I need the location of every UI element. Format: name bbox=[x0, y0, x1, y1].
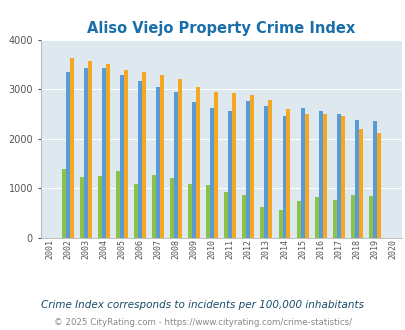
Bar bbox=[372, 121, 376, 238]
Text: © 2025 CityRating.com - https://www.cityrating.com/crime-statistics/: © 2025 CityRating.com - https://www.city… bbox=[54, 318, 351, 327]
Bar bbox=[264, 106, 268, 238]
Bar bbox=[296, 201, 300, 238]
Bar bbox=[134, 184, 138, 238]
Bar bbox=[106, 64, 109, 238]
Text: Crime Index corresponds to incidents per 100,000 inhabitants: Crime Index corresponds to incidents per… bbox=[41, 300, 364, 310]
Bar bbox=[250, 95, 254, 238]
Bar bbox=[62, 169, 66, 238]
Bar bbox=[228, 111, 232, 238]
Bar bbox=[83, 68, 87, 238]
Bar bbox=[268, 100, 272, 238]
Bar bbox=[70, 58, 73, 238]
Bar bbox=[178, 79, 181, 238]
Bar bbox=[350, 195, 354, 238]
Bar bbox=[242, 195, 246, 238]
Bar bbox=[354, 120, 358, 238]
Bar bbox=[66, 72, 70, 238]
Bar bbox=[358, 129, 362, 238]
Bar bbox=[170, 178, 174, 238]
Bar bbox=[214, 92, 217, 238]
Title: Aliso Viejo Property Crime Index: Aliso Viejo Property Crime Index bbox=[87, 21, 354, 36]
Bar bbox=[124, 70, 128, 238]
Bar bbox=[332, 200, 336, 238]
Bar bbox=[174, 92, 178, 238]
Bar bbox=[278, 210, 282, 238]
Bar bbox=[286, 109, 290, 238]
Bar bbox=[260, 207, 264, 238]
Bar bbox=[160, 75, 164, 238]
Bar bbox=[304, 115, 308, 238]
Bar bbox=[232, 93, 236, 238]
Bar bbox=[192, 102, 196, 238]
Bar bbox=[156, 87, 160, 238]
Bar bbox=[300, 108, 304, 238]
Bar bbox=[142, 72, 145, 238]
Bar bbox=[376, 133, 380, 238]
Bar bbox=[340, 116, 344, 238]
Bar bbox=[138, 81, 142, 238]
Bar bbox=[196, 87, 200, 238]
Bar bbox=[87, 61, 92, 238]
Bar bbox=[116, 171, 119, 238]
Bar bbox=[318, 112, 322, 238]
Bar bbox=[322, 115, 326, 238]
Bar bbox=[336, 115, 340, 238]
Bar bbox=[119, 75, 124, 238]
Bar bbox=[368, 196, 372, 238]
Bar bbox=[314, 197, 318, 238]
Bar bbox=[98, 176, 102, 238]
Bar bbox=[102, 68, 106, 238]
Bar bbox=[80, 177, 83, 238]
Bar bbox=[246, 101, 250, 238]
Bar bbox=[152, 175, 156, 238]
Bar bbox=[282, 116, 286, 238]
Bar bbox=[224, 192, 228, 238]
Bar bbox=[188, 183, 192, 238]
Bar bbox=[210, 108, 214, 238]
Bar bbox=[206, 185, 210, 238]
